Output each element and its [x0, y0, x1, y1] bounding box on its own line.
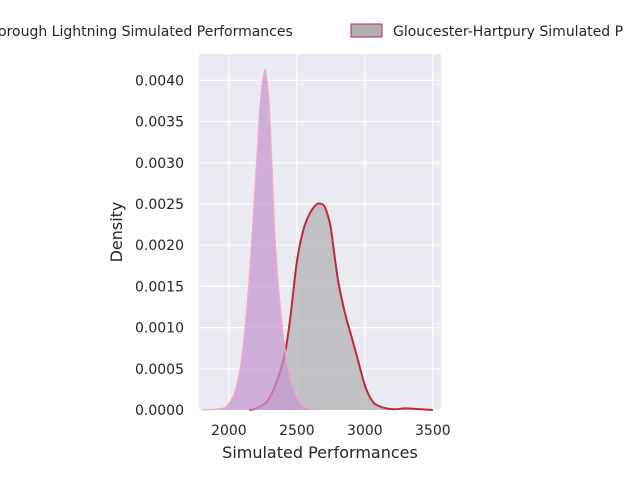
y-tick-label-7: 0.0035 [135, 115, 184, 131]
y-tick-label-5: 0.0025 [135, 197, 184, 213]
legend: orough Lightning Simulated Performances … [0, 23, 623, 40]
x-tick-label-3: 3500 [415, 423, 451, 439]
y-tick-label-1: 0.0005 [135, 362, 184, 378]
y-axis-label: Density [107, 202, 126, 263]
legend-label-gloucester: Gloucester-Hartpury Simulated P [393, 24, 623, 40]
y-tick-label-4: 0.0020 [135, 238, 184, 254]
x-tick-label-1: 2500 [279, 423, 315, 439]
density-fill-1 [249, 203, 433, 410]
density-line-0 [201, 68, 318, 411]
x-tick-label-2: 3000 [347, 423, 383, 439]
y-axis-ticks: 0.0000 0.0005 0.0010 0.0015 0.0020 0.0025 0.00… [135, 73, 184, 419]
y-tick-label-6: 0.0030 [135, 156, 184, 172]
x-axis-ticks: 2000 2500 3000 3500 [211, 423, 451, 439]
legend-label-loughborough: orough Lightning Simulated Performances [0, 24, 293, 40]
density-fill-0 [201, 69, 318, 410]
y-tick-label-2: 0.0010 [135, 321, 184, 337]
density-areas [201, 68, 433, 411]
x-axis-label: Simulated Performances [222, 443, 418, 462]
x-tick-label-0: 2000 [211, 423, 247, 439]
legend-swatch-gloucester [350, 23, 383, 38]
y-tick-label-0: 0.0000 [135, 403, 184, 419]
y-tick-label-8: 0.0040 [135, 73, 184, 89]
y-tick-label-3: 0.0015 [135, 279, 184, 295]
density-line-1 [249, 202, 433, 411]
